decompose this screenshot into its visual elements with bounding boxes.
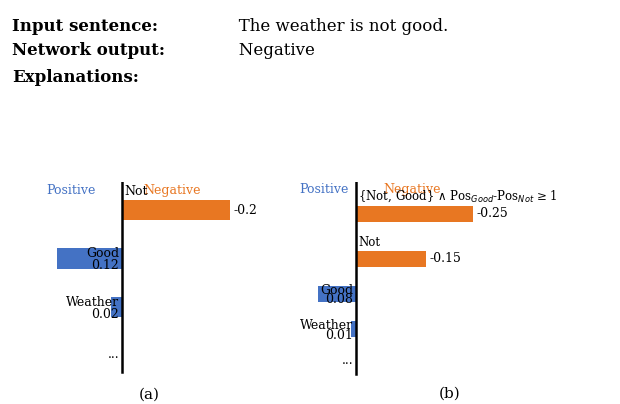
Text: -0.2: -0.2: [234, 204, 258, 217]
Text: Not: Not: [358, 236, 380, 249]
Text: (b): (b): [438, 387, 461, 401]
Text: Explanations:: Explanations:: [12, 69, 140, 86]
Text: 0.08: 0.08: [326, 293, 353, 306]
Text: The weather is not good.: The weather is not good.: [223, 18, 448, 35]
Bar: [356, 251, 426, 267]
Text: Negative: Negative: [143, 184, 201, 197]
Text: {Not, Good} ∧ Pos$_{Good}$-Pos$_{Not}$ ≥ 1: {Not, Good} ∧ Pos$_{Good}$-Pos$_{Not}$ ≥…: [358, 189, 557, 204]
Text: Network output:: Network output:: [12, 42, 166, 59]
Text: ...: ...: [107, 348, 119, 361]
Text: 0.12: 0.12: [91, 259, 119, 272]
Bar: [111, 297, 122, 317]
Bar: [356, 206, 473, 222]
Bar: [351, 321, 356, 337]
Text: (a): (a): [138, 388, 159, 402]
Bar: [57, 248, 122, 269]
Bar: [122, 200, 229, 220]
Text: Weather: Weather: [66, 296, 119, 309]
Text: -0.25: -0.25: [477, 207, 508, 220]
Text: Good: Good: [320, 284, 353, 297]
Text: Negative: Negative: [384, 183, 441, 196]
Text: Positive: Positive: [299, 183, 348, 196]
Text: 0.01: 0.01: [326, 328, 353, 341]
Text: Input sentence:: Input sentence:: [12, 18, 158, 35]
Text: Positive: Positive: [46, 184, 95, 197]
Text: Negative: Negative: [223, 42, 315, 59]
Bar: [318, 286, 356, 302]
Text: -0.15: -0.15: [430, 252, 462, 265]
Text: Good: Good: [86, 247, 119, 260]
Text: Weather: Weather: [300, 319, 353, 332]
Text: Not: Not: [125, 185, 148, 198]
Text: ...: ...: [342, 354, 353, 367]
Text: 0.02: 0.02: [91, 308, 119, 321]
